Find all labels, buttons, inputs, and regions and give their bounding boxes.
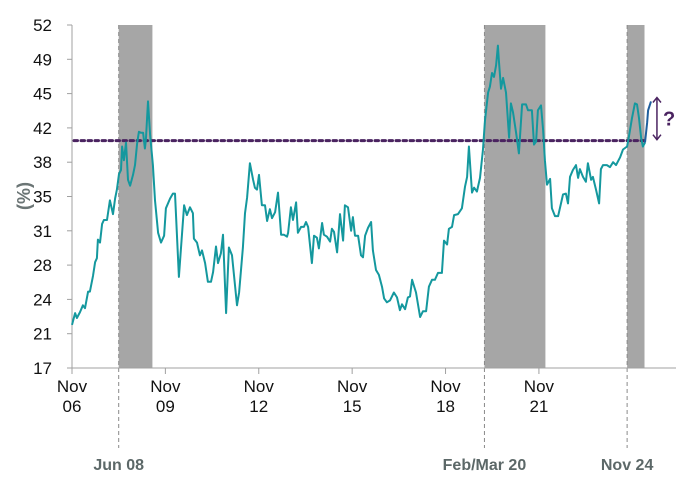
x-tick-label-month: Nov bbox=[57, 377, 88, 396]
y-tick-label: 52 bbox=[33, 16, 52, 35]
shaded-period bbox=[484, 25, 546, 368]
shaded-periods bbox=[118, 25, 645, 368]
y-tick-label: 31 bbox=[33, 222, 52, 241]
uncertainty-arrow bbox=[652, 96, 662, 141]
series-line-projection bbox=[644, 101, 652, 143]
y-tick-label: 42 bbox=[33, 119, 52, 138]
x-tick-label-year: 06 bbox=[63, 397, 82, 416]
x-tick-label-year: 15 bbox=[343, 397, 362, 416]
y-tick-label: 21 bbox=[33, 325, 52, 344]
x-tick-label-month: Nov bbox=[337, 377, 368, 396]
event-lines bbox=[118, 25, 628, 448]
arrow-down-head-icon bbox=[652, 134, 662, 141]
shaded-period bbox=[627, 25, 645, 368]
y-tick-label: 24 bbox=[33, 290, 52, 309]
x-tick-label-month: Nov bbox=[430, 377, 461, 396]
y-tick-label: 45 bbox=[33, 85, 52, 104]
x-tick-label-month: Nov bbox=[244, 377, 275, 396]
question-mark-label: ? bbox=[663, 109, 675, 131]
x-tick-label-year: 09 bbox=[156, 397, 175, 416]
event-label: Feb/Mar 20 bbox=[443, 457, 527, 474]
axes bbox=[71, 25, 676, 369]
event-labels: Jun 08 Feb/Mar 20 Nov 24 bbox=[93, 457, 653, 474]
y-ticks: 17 21 24 28 31 35 38 42 45 49 52 bbox=[33, 16, 72, 378]
y-tick-label: 35 bbox=[33, 188, 52, 207]
shaded-period bbox=[118, 25, 153, 368]
y-tick-label: 28 bbox=[33, 256, 52, 275]
series-line-history bbox=[71, 44, 646, 326]
x-tick-label-year: 18 bbox=[436, 397, 455, 416]
x-tick-label-month: Nov bbox=[524, 377, 555, 396]
event-label: Jun 08 bbox=[93, 457, 144, 474]
x-tick-label-year: 12 bbox=[249, 397, 268, 416]
event-label: Nov 24 bbox=[601, 457, 654, 474]
y-tick-label: 49 bbox=[33, 50, 52, 69]
series-lines bbox=[71, 44, 652, 326]
y-tick-label: 38 bbox=[33, 153, 52, 172]
x-tick-label-month: Nov bbox=[150, 377, 181, 396]
y-tick-label: 17 bbox=[33, 359, 52, 378]
y-axis-label: (%) bbox=[14, 182, 34, 210]
arrow-up-head-icon bbox=[652, 96, 662, 103]
x-tick-label-year: 21 bbox=[529, 397, 548, 416]
